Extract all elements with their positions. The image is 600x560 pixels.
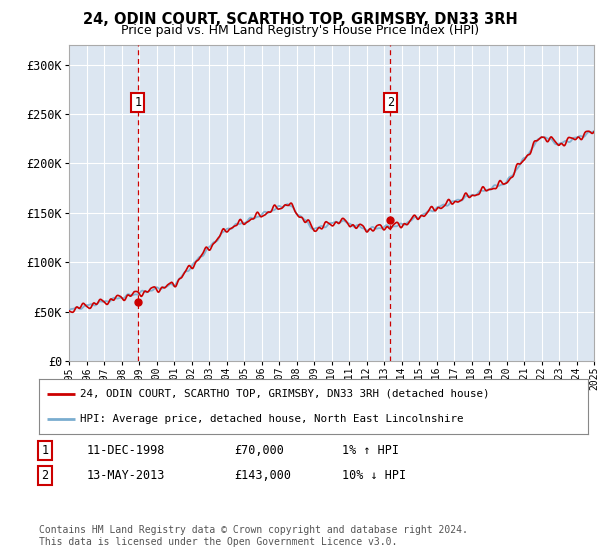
Text: £70,000: £70,000	[234, 444, 284, 457]
Text: 24, ODIN COURT, SCARTHO TOP, GRIMSBY, DN33 3RH: 24, ODIN COURT, SCARTHO TOP, GRIMSBY, DN…	[83, 12, 517, 27]
Text: 11-DEC-1998: 11-DEC-1998	[87, 444, 166, 457]
Text: Price paid vs. HM Land Registry's House Price Index (HPI): Price paid vs. HM Land Registry's House …	[121, 24, 479, 37]
Text: 10% ↓ HPI: 10% ↓ HPI	[342, 469, 406, 482]
Text: £143,000: £143,000	[234, 469, 291, 482]
Text: 2: 2	[387, 96, 394, 109]
Text: 1% ↑ HPI: 1% ↑ HPI	[342, 444, 399, 457]
Text: 1: 1	[134, 96, 142, 109]
Text: HPI: Average price, detached house, North East Lincolnshire: HPI: Average price, detached house, Nort…	[80, 414, 464, 424]
Text: 24, ODIN COURT, SCARTHO TOP, GRIMSBY, DN33 3RH (detached house): 24, ODIN COURT, SCARTHO TOP, GRIMSBY, DN…	[80, 389, 490, 399]
Text: 13-MAY-2013: 13-MAY-2013	[87, 469, 166, 482]
Text: 1: 1	[41, 444, 49, 457]
Text: Contains HM Land Registry data © Crown copyright and database right 2024.
This d: Contains HM Land Registry data © Crown c…	[39, 525, 468, 547]
Text: 2: 2	[41, 469, 49, 482]
